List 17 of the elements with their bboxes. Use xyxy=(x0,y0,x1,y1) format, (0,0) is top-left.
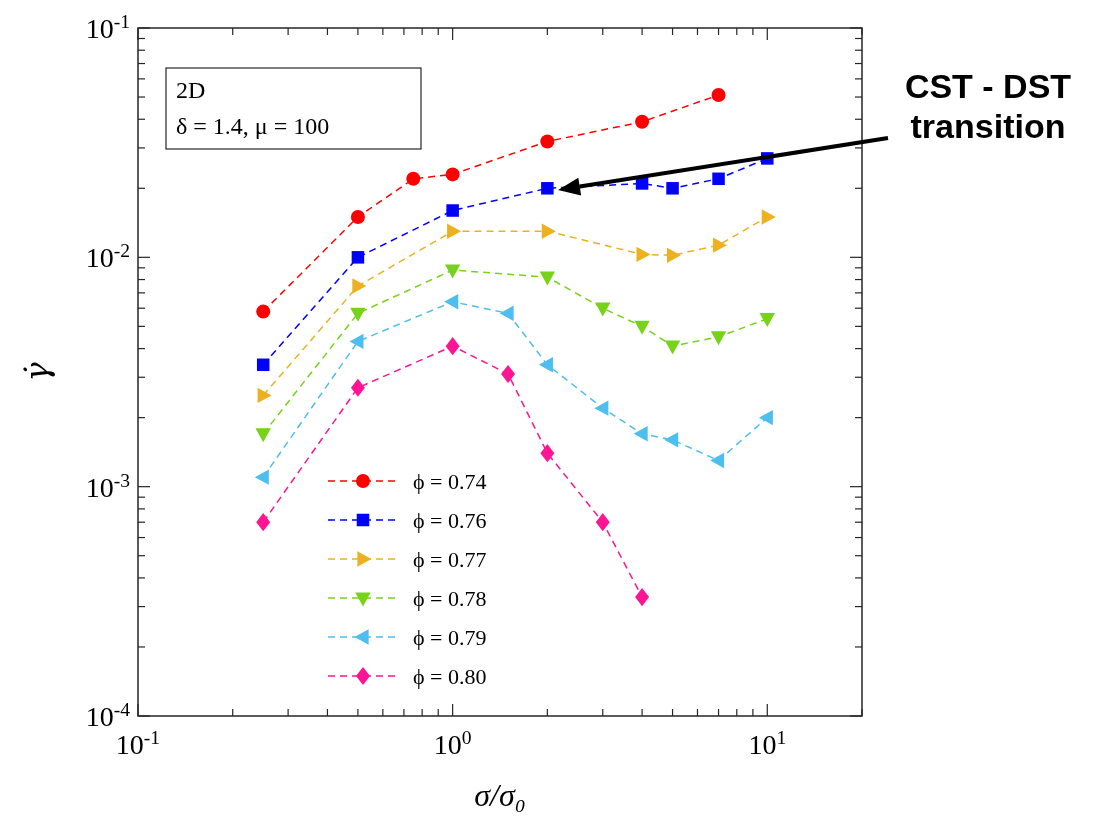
y-tick-label: 10$^{-2}$ xyxy=(85,239,130,274)
legend-label: ϕ = 0.79 xyxy=(413,625,487,650)
x-tick-label: 10$^{1}$ xyxy=(748,726,787,760)
y-tick-label: 10$^{-1}$ xyxy=(85,10,130,44)
annotation: δ = 1.4, μ = 100 xyxy=(176,113,330,139)
x-tick-label: 10$^{0}$ xyxy=(433,726,472,760)
legend-label: ϕ = 0.76 xyxy=(413,508,487,533)
annotation: 2D xyxy=(176,77,206,103)
legend-label: ϕ = 0.80 xyxy=(413,664,487,689)
x-axis-title: σ/σ₀ xyxy=(474,777,526,813)
text: CST - DST transition xyxy=(904,67,1072,145)
legend-label: ϕ = 0.74 xyxy=(413,469,487,494)
text-box: 2D δ = 1.4, μ = 100 xyxy=(165,67,422,150)
y-tick-label: 10$^{-3}$ xyxy=(85,469,131,503)
y-axis-title: γ̇ xyxy=(18,361,56,382)
legend-label: ϕ = 0.78 xyxy=(413,586,487,611)
legend-label: ϕ = 0.77 xyxy=(413,547,487,572)
